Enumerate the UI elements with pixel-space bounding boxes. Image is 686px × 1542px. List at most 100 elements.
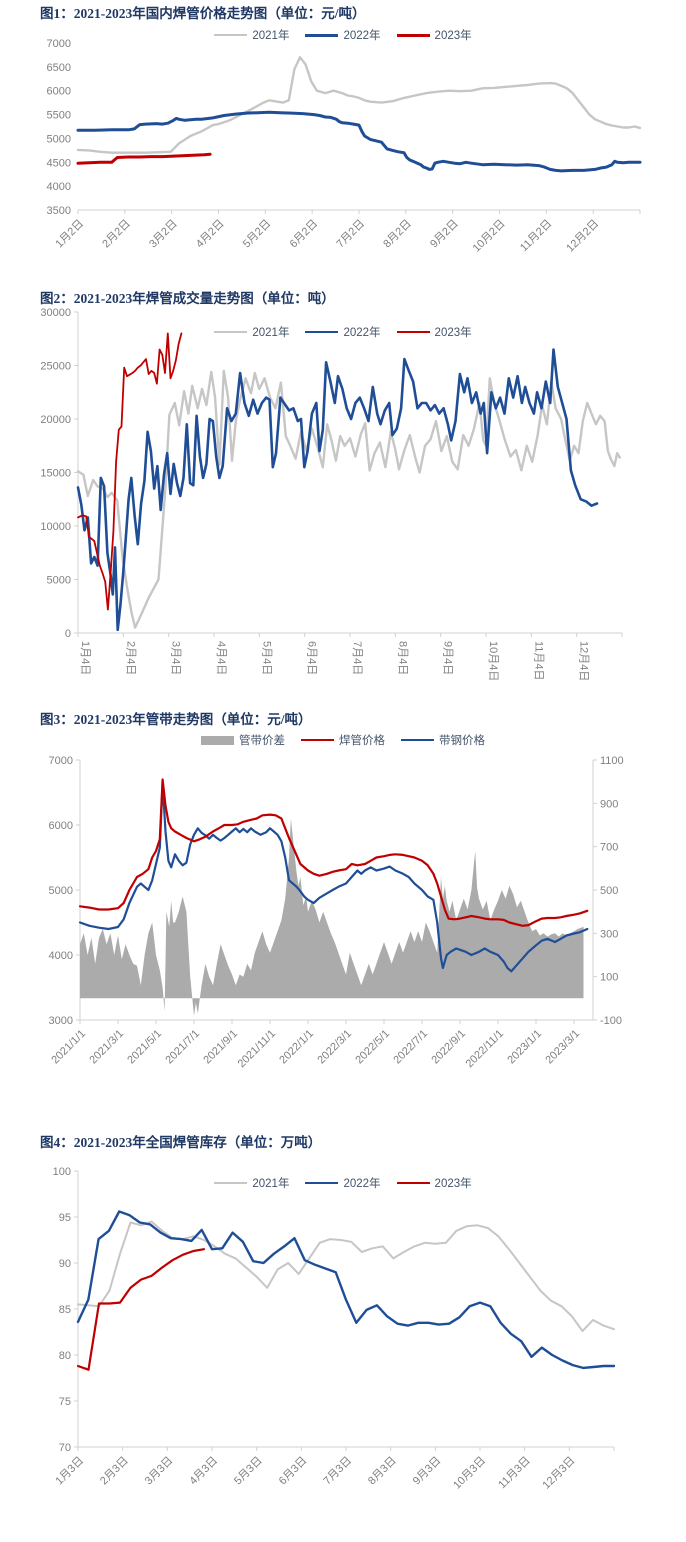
x-tick-label: 2月4日	[124, 641, 136, 675]
x-tick-label: 4月3日	[187, 1455, 220, 1488]
x-tick-label: 11月2日	[518, 218, 554, 254]
x-tick-label: 2021/3/1	[87, 1028, 126, 1067]
x-tick-label: 9月3日	[411, 1455, 444, 1488]
y-tick-label: 4000	[49, 950, 73, 962]
x-tick-label: 2021/11/1	[236, 1028, 279, 1071]
x-tick-label: 2022/3/1	[315, 1028, 354, 1067]
y2-tick-label: -100	[600, 1015, 622, 1027]
x-tick-label: 2023/1/1	[505, 1028, 544, 1067]
x-tick-label: 1月3日	[53, 1455, 86, 1488]
y-tick-label: 85	[59, 1304, 71, 1316]
chart4-plot: 1月3日 2月3日 3月3日 4月3日 5月3日 6月3日 7月3日 8月3日 9月3日 10月3…	[53, 1166, 616, 1492]
x-tick-label: 6月4日	[306, 641, 318, 675]
x-tick-label: 5月4日	[260, 641, 272, 675]
y-tick-label: 25000	[40, 361, 71, 373]
x-tick-label: 1月4日	[79, 641, 91, 675]
y-tick-label: 3000	[49, 1015, 73, 1027]
y-tick-label: 5000	[47, 133, 71, 145]
x-tick-label: 8月2日	[381, 218, 414, 251]
x-tick-label: 3月4日	[170, 641, 182, 675]
series-2021年	[76, 56, 642, 154]
x-tick-label: 5月2日	[241, 218, 274, 251]
y-tick-label: 5500	[47, 110, 71, 122]
y-tick-label: 4500	[47, 157, 71, 169]
series-2021年	[76, 369, 621, 629]
x-tick-label: 2021/5/1	[125, 1028, 164, 1067]
series-2022年	[76, 110, 642, 173]
y2-tick-label: 900	[600, 798, 618, 810]
y-tick-label: 4000	[47, 181, 71, 193]
spread-area-series	[80, 818, 584, 1016]
series-2023年	[76, 1248, 206, 1371]
y-tick-label: 95	[59, 1212, 71, 1224]
x-tick-label: 9月2日	[428, 218, 461, 251]
x-tick-label: 2022/11/1	[464, 1028, 507, 1071]
series-带钢价格	[78, 781, 589, 973]
series-2021年	[77, 1220, 615, 1333]
y-tick-label: 30000	[40, 307, 71, 319]
x-tick-label: 2022/9/1	[429, 1028, 468, 1067]
x-tick-label: 7月2日	[334, 218, 367, 251]
x-tick-label: 6月2日	[288, 218, 321, 251]
chart-figure-1: 图1：2021-2023年国内焊管价格走势图（单位：元/吨） 2021年 2022…	[0, 0, 686, 280]
x-tick-label: 8月4日	[396, 641, 408, 675]
y-tick-label: 90	[59, 1258, 71, 1270]
y2-tick-label: 100	[600, 972, 618, 984]
y-tick-label: 5000	[49, 885, 73, 897]
y-tick-label: 7000	[49, 755, 73, 767]
x-tick-label: 2021/7/1	[163, 1028, 202, 1067]
x-tick-label: 2022/7/1	[391, 1028, 430, 1067]
y2-tick-label: 1100	[600, 755, 624, 767]
x-tick-label: 10月4日	[487, 641, 499, 681]
y-tick-label: 80	[59, 1350, 71, 1362]
x-tick-label: 11月3日	[496, 1455, 532, 1491]
x-tick-label: 2022/5/1	[353, 1028, 392, 1067]
x-tick-label: 3月3日	[143, 1455, 176, 1488]
x-tick-label: 2022/1/1	[277, 1028, 316, 1067]
chart1-title: 图1：2021-2023年国内焊管价格走势图（单位：元/吨）	[40, 6, 366, 21]
x-tick-label: 2021/1/1	[49, 1028, 88, 1067]
y-tick-label: 5000	[47, 575, 71, 587]
x-tick-label: 7月3日	[321, 1455, 354, 1488]
y-tick-label: 70	[59, 1442, 71, 1454]
y-tick-label: 20000	[40, 414, 71, 426]
chart-figure-4: 图4：2021-2023年全国焊管库存（单位：万吨） 2021年 2022年 202…	[0, 1125, 686, 1542]
x-tick-label: 12月4日	[578, 641, 590, 681]
x-tick-label: 2月2日	[100, 218, 133, 251]
y-tick-label: 7000	[47, 38, 71, 50]
chart3-title: 图3：2021-2023年管带走势图（单位：元/吨）	[40, 712, 312, 727]
y-tick-label: 6000	[47, 86, 71, 98]
x-tick-label: 2023/3/1	[543, 1028, 582, 1067]
y-tick-label: 10000	[40, 521, 71, 533]
x-tick-label: 2月3日	[98, 1455, 131, 1488]
y2-tick-label: 500	[600, 885, 618, 897]
y-tick-label: 0	[65, 628, 71, 640]
chart3-plot: 2021/1/1 2021/3/1 2021/5/1 2021/7/1 2021/9/1…	[49, 755, 624, 1071]
x-tick-label: 11月4日	[532, 641, 544, 681]
y-tick-label: 6000	[49, 820, 73, 832]
x-tick-label: 7月4日	[351, 641, 363, 675]
x-tick-label: 4月4日	[215, 641, 227, 675]
y-tick-label: 6500	[47, 62, 71, 74]
x-tick-label: 9月4日	[442, 641, 454, 675]
chart-figure-3: 图3：2021-2023年管带走势图（单位：元/吨） 管带价差 焊管价格 带钢价格 …	[0, 700, 686, 1125]
chart2-title: 图2：2021-2023年焊管成交量走势图（单位：吨）	[40, 291, 335, 306]
series-2022年	[76, 348, 599, 632]
chart4-title: 图4：2021-2023年全国焊管库存（单位：万吨）	[40, 1135, 322, 1150]
x-tick-label: 10月2日	[471, 218, 508, 255]
x-tick-label: 4月2日	[194, 218, 227, 251]
chart1-plot: 1月2日 2月2日 3月2日 4月2日 5月2日 6月2日 7月2日 8月2日 9月2日 10月2…	[47, 38, 642, 255]
x-tick-label: 5月3日	[232, 1455, 265, 1488]
series-焊管价格	[78, 778, 589, 927]
x-tick-label: 2021/9/1	[201, 1028, 240, 1067]
y-tick-label: 100	[53, 1166, 71, 1178]
series-2022年	[76, 1210, 616, 1370]
chart-figure-2: 图2：2021-2023年焊管成交量走势图（单位：吨） 2021年 2022年 20…	[0, 280, 686, 700]
series-2023年	[76, 152, 212, 165]
x-tick-label: 6月3日	[277, 1455, 310, 1488]
y2-tick-label: 700	[600, 842, 618, 854]
x-tick-label: 3月2日	[147, 218, 180, 251]
x-tick-label: 12月3日	[540, 1455, 577, 1492]
x-tick-label: 1月2日	[53, 218, 86, 251]
y-tick-label: 75	[59, 1396, 71, 1408]
